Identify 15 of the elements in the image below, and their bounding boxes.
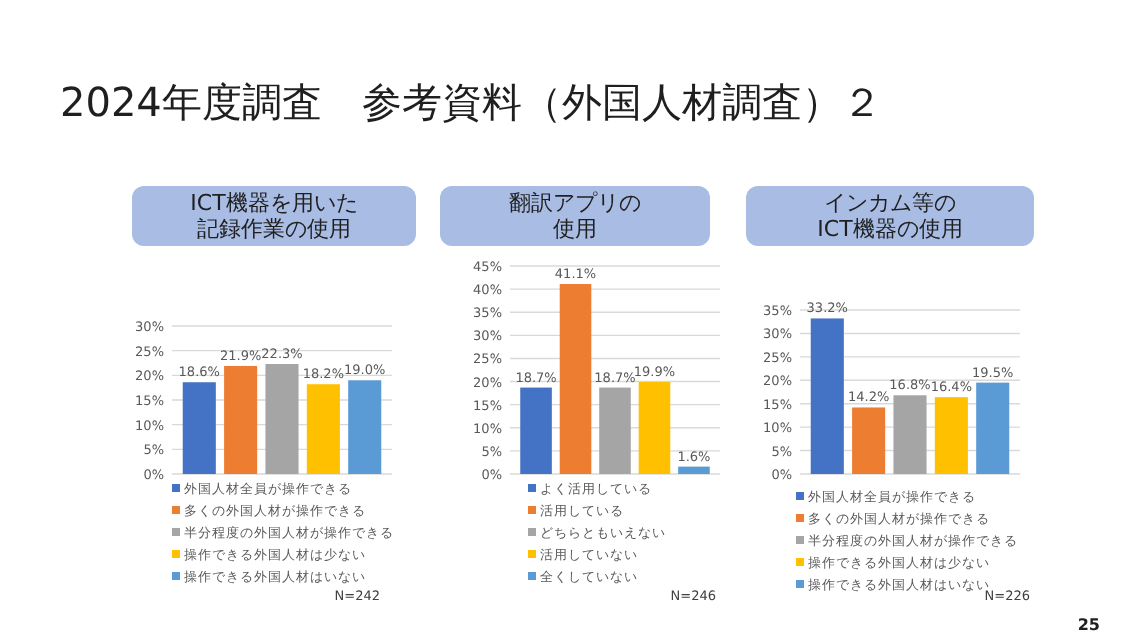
bar: [559, 284, 592, 474]
bar: [678, 466, 710, 474]
text: 2024年度調査 参考資料（外国人材調査）２: [60, 78, 882, 126]
chart-title: インカム等のICT機器の使用: [817, 190, 963, 242]
chart-title: 翻訳アプリの使用: [509, 190, 641, 242]
bar: [976, 382, 1010, 474]
bar: [852, 407, 886, 474]
bar: [893, 395, 927, 474]
chart-title: ICT機器を用いた記録作業の使用: [190, 190, 358, 242]
bar: [810, 318, 844, 474]
text: 25: [1077, 616, 1101, 634]
bar: [638, 382, 671, 474]
bar: [520, 387, 552, 474]
bar: [934, 397, 968, 474]
bar: [599, 387, 631, 474]
